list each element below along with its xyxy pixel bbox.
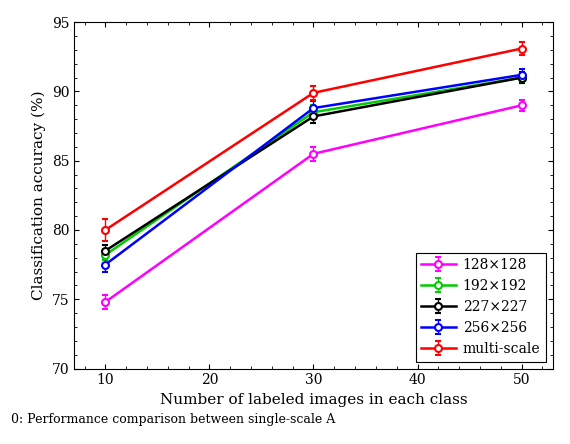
X-axis label: Number of labeled images in each class: Number of labeled images in each class [160, 393, 467, 407]
Y-axis label: Classification accuracy (%): Classification accuracy (%) [32, 91, 46, 300]
Text: 0: Performance comparison between single-scale A: 0: Performance comparison between single… [11, 413, 336, 426]
Legend: 128×128, 192×192, 227×227, 256×256, multi-scale: 128×128, 192×192, 227×227, 256×256, mult… [416, 253, 546, 361]
